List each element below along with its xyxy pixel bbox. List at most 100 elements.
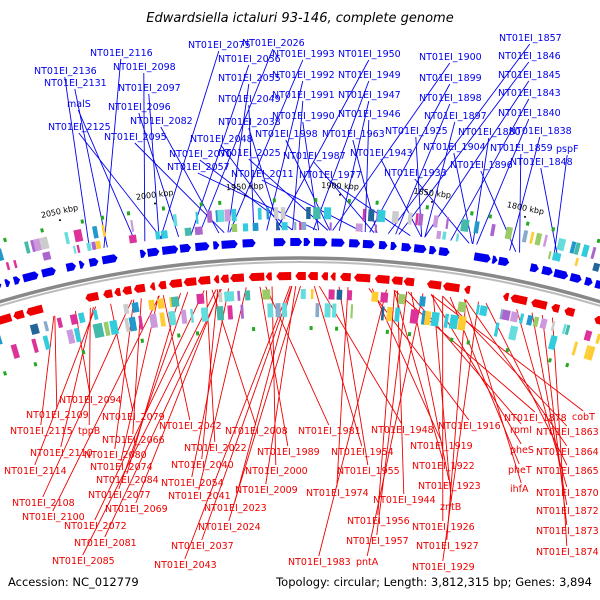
gene-arrow xyxy=(22,271,39,283)
leader-line xyxy=(162,295,191,421)
rna-mark xyxy=(548,358,552,363)
rna-mark xyxy=(466,340,471,345)
gene-label-nt01ei-1897: NT01EI_1897 xyxy=(424,111,487,122)
rna-track-inner xyxy=(2,326,570,376)
gene-label-nt01ei-1846: NT01EI_1846 xyxy=(498,51,561,62)
feature-box xyxy=(0,248,5,262)
feature-box xyxy=(417,213,424,226)
feature-box xyxy=(473,221,480,234)
feature-box xyxy=(92,225,99,239)
feature-box xyxy=(240,304,244,319)
feature-box xyxy=(493,322,500,337)
gene-label-nt01ei-1943: NT01EI_1943 xyxy=(350,148,413,159)
gene-label-nt01ei-2084: NT01EI_2084 xyxy=(96,475,159,486)
gene-arrow xyxy=(161,245,179,255)
leader-line xyxy=(377,290,396,516)
gene-label-nt01ei-1987: NT01EI_1987 xyxy=(283,151,346,162)
feature-box xyxy=(217,209,225,223)
feature-box xyxy=(196,293,205,305)
gene-label-tppb: tppB xyxy=(78,426,100,437)
gene-label-nt01ei-2109: NT01EI_2109 xyxy=(26,410,89,421)
gene-arrow xyxy=(529,263,539,273)
feature-box xyxy=(583,329,593,342)
leader-line xyxy=(94,290,205,521)
leader-line xyxy=(229,59,304,233)
gene-label-cobt: cobT xyxy=(572,412,595,423)
gene-arrow xyxy=(221,239,238,249)
gene-label-phes: pheS xyxy=(510,445,534,456)
gene-label-nt01ei-2057: NT01EI_2057 xyxy=(167,162,230,173)
feature-box xyxy=(149,313,159,329)
gene-arrow xyxy=(401,242,412,252)
leader-line xyxy=(465,299,568,447)
feature-box xyxy=(331,303,337,318)
feature-box xyxy=(501,309,511,321)
gene-label-nt01ei-2079: NT01EI_2079 xyxy=(102,412,165,423)
leader-line xyxy=(387,43,531,234)
gene-label-nt01ei-2116: NT01EI_2116 xyxy=(90,48,153,59)
leader-line xyxy=(64,76,91,251)
feature-box xyxy=(313,207,321,220)
rna-mark xyxy=(161,206,166,211)
feature-box xyxy=(155,231,161,240)
gene-label-nt01ei-1955: NT01EI_1955 xyxy=(337,466,400,477)
gene-label-nt01ei-1950: NT01EI_1950 xyxy=(338,49,401,60)
gene-arrow xyxy=(390,241,397,251)
feature-box xyxy=(407,212,413,225)
leader-line xyxy=(184,285,291,560)
gene-label-rpmi: rpmI xyxy=(510,425,532,436)
feature-box xyxy=(56,317,64,329)
feature-box xyxy=(29,323,40,336)
feature-box xyxy=(529,231,535,244)
feature-box xyxy=(156,298,165,309)
leader-line xyxy=(338,100,370,231)
gene-label-nt01ei-2110: NT01EI_2110 xyxy=(30,448,93,459)
rna-mark xyxy=(272,198,276,203)
rna-mark xyxy=(385,329,390,335)
gene-arrow xyxy=(12,276,21,285)
feature-box xyxy=(583,344,590,359)
feature-box xyxy=(76,244,81,254)
feature-box xyxy=(585,345,596,361)
leader-line xyxy=(265,286,330,426)
leader-line xyxy=(318,289,387,557)
gene-arrow xyxy=(290,237,303,247)
gene-label-nt01ei-2072: NT01EI_2072 xyxy=(64,521,127,532)
gene-label-nt01ei-2009: NT01EI_2009 xyxy=(235,485,298,496)
gene-label-nt01ei-1992: NT01EI_1992 xyxy=(272,70,335,81)
gene-arrow xyxy=(413,244,427,254)
summary-text: Topology: circular; Length: 3,812,315 bp… xyxy=(275,575,592,589)
feature-box xyxy=(275,222,279,231)
feature-box xyxy=(329,222,332,231)
gene-label-nt01ei-2100: NT01EI_2100 xyxy=(22,512,85,523)
gene-label-nt01ei-2025: NT01EI_2025 xyxy=(218,148,281,159)
feature-box xyxy=(386,306,393,322)
feature-box xyxy=(109,319,119,335)
gene-arrow xyxy=(553,268,569,280)
gene-label-ihfa: ihfA xyxy=(510,484,529,495)
feature-box xyxy=(573,242,581,255)
feature-box xyxy=(442,231,447,240)
feature-box xyxy=(122,303,130,315)
gene-label-nt01ei-1990: NT01EI_1990 xyxy=(272,111,335,122)
gene-arrow xyxy=(213,275,220,284)
feature-box xyxy=(521,230,529,243)
gene-label-nt01ei-1956: NT01EI_1956 xyxy=(347,516,410,527)
leader-line xyxy=(414,178,470,244)
rna-mark xyxy=(81,349,86,355)
scale-tick-mark xyxy=(244,194,246,197)
gene-label-nt01ei-1904: NT01EI_1904 xyxy=(423,142,486,153)
gene-arrow xyxy=(195,242,210,252)
feature-box xyxy=(131,301,140,313)
feature-box xyxy=(306,207,311,220)
gene-label-nt01ei-2136: NT01EI_2136 xyxy=(34,66,97,77)
feature-box xyxy=(564,324,571,336)
leader-line xyxy=(442,301,479,562)
rna-mark xyxy=(218,200,222,206)
label-leader-lines xyxy=(34,43,584,562)
gene-label-nt01ei-1948: NT01EI_1948 xyxy=(371,425,434,436)
feature-box xyxy=(509,311,519,323)
leader-line xyxy=(190,64,250,236)
gene-arrow xyxy=(273,238,286,247)
leader-line xyxy=(228,285,301,522)
